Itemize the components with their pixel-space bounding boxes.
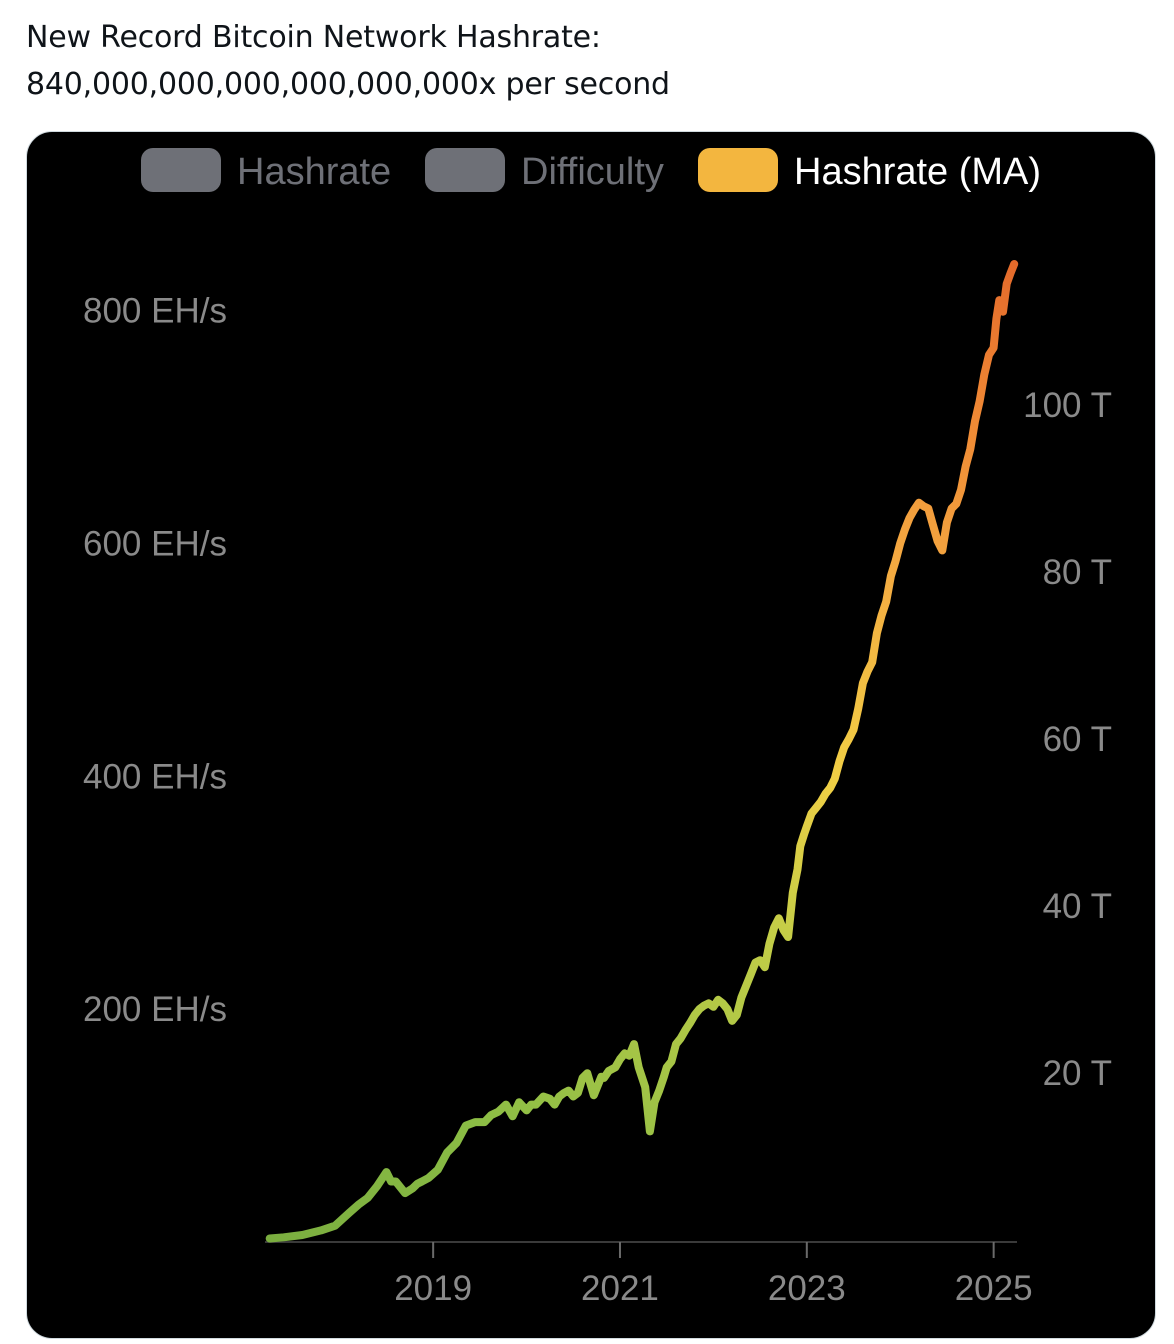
left-axis-tick-label: 800 EH/s: [83, 292, 227, 331]
legend-label: Hashrate: [237, 151, 391, 193]
right-axis: 20 T 40 T 60 T 80 T 100 T: [1023, 386, 1112, 1093]
right-axis-tick-label: 80 T: [1043, 553, 1112, 592]
left-axis-tick-label: 400 EH/s: [83, 757, 227, 796]
legend-item-hashrate-ma[interactable]: Hashrate (MA): [698, 148, 1041, 193]
x-axis: 2019 2021 2023 2025: [265, 1241, 1033, 1308]
x-axis-tick-label: 2019: [394, 1269, 472, 1308]
right-axis-tick-label: 40 T: [1043, 887, 1112, 926]
legend-swatch: [425, 148, 505, 192]
legend-swatch: [698, 148, 778, 192]
post-text-line-1: New Record Bitcoin Network Hashrate:: [26, 20, 601, 55]
legend-label: Difficulty: [521, 151, 664, 193]
left-axis-tick-label: 600 EH/s: [83, 524, 227, 563]
x-axis-tick-label: 2021: [581, 1269, 659, 1308]
post-text: New Record Bitcoin Network Hashrate: 840…: [26, 14, 1146, 108]
legend-item-difficulty[interactable]: Difficulty: [425, 148, 664, 193]
chart-card[interactable]: Hashrate Difficulty Hashrate (MA) 200 EH/s…: [26, 131, 1156, 1339]
left-axis-tick-label: 200 EH/s: [83, 990, 227, 1029]
legend-swatch: [141, 148, 221, 192]
hashrate-chart: Hashrate Difficulty Hashrate (MA) 200 EH/s…: [83, 148, 1112, 1308]
left-axis: 200 EH/s 400 EH/s 600 EH/s 800 EH/s: [83, 292, 227, 1030]
legend-item-hashrate[interactable]: Hashrate: [141, 148, 391, 193]
right-axis-tick-label: 100 T: [1023, 386, 1112, 425]
post-text-line-2: 840,000,000,000,000,000,000x per second: [26, 67, 670, 102]
series-layer: [265, 260, 1019, 1243]
series-line-hashrate-ma: [265, 260, 1019, 1243]
chart-legend: Hashrate Difficulty Hashrate (MA): [141, 148, 1041, 193]
legend-label: Hashrate (MA): [794, 151, 1041, 193]
right-axis-tick-label: 60 T: [1043, 720, 1112, 759]
x-axis-tick-label: 2025: [955, 1269, 1033, 1308]
x-axis-tick-label: 2023: [768, 1269, 846, 1308]
right-axis-tick-label: 20 T: [1043, 1054, 1112, 1093]
